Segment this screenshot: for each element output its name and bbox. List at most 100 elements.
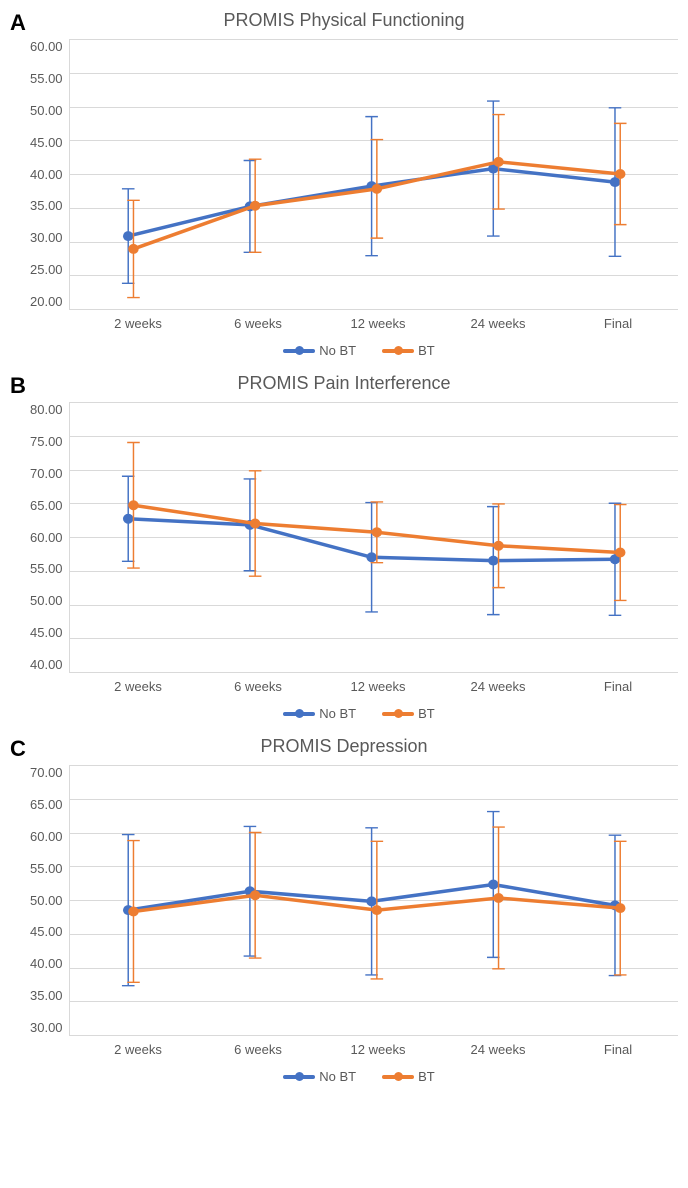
data-marker <box>615 548 625 558</box>
legend-line-icon <box>382 1075 414 1079</box>
x-tick-label: 24 weeks <box>438 1042 558 1057</box>
data-marker <box>249 201 259 211</box>
x-tick-label: 2 weeks <box>78 679 198 694</box>
y-tick-label: 55.00 <box>30 561 63 576</box>
legend-item: BT <box>382 706 435 721</box>
series-svg <box>70 402 678 672</box>
legend-line-icon <box>283 1075 315 1079</box>
legend-line-icon <box>382 712 414 716</box>
gridline <box>70 1035 678 1036</box>
x-tick-label: 6 weeks <box>198 679 318 694</box>
x-axis: 2 weeks6 weeks12 weeks24 weeksFinal <box>78 316 678 331</box>
y-tick-label: 40.00 <box>30 167 63 182</box>
y-tick-label: 70.00 <box>30 466 63 481</box>
plot-area <box>69 765 678 1036</box>
data-marker <box>128 244 138 254</box>
legend-marker-icon <box>394 709 403 718</box>
x-tick-label: Final <box>558 679 678 694</box>
y-tick-label: 60.00 <box>30 530 63 545</box>
data-marker <box>488 556 498 566</box>
x-tick-label: 6 weeks <box>198 1042 318 1057</box>
data-marker <box>249 519 259 529</box>
legend-label: BT <box>418 706 435 721</box>
legend-label: No BT <box>319 706 356 721</box>
data-marker <box>493 893 503 903</box>
gridline <box>70 309 678 310</box>
gridline <box>70 672 678 673</box>
y-tick-label: 45.00 <box>30 135 63 150</box>
y-tick-label: 20.00 <box>30 294 63 309</box>
chart-c: CPROMIS Depression 70.00 65.00 60.00 55.00 50… <box>10 736 678 1084</box>
y-tick-label: 75.00 <box>30 434 63 449</box>
chart-title: PROMIS Pain Interference <box>10 373 678 394</box>
panel-label: B <box>10 373 26 399</box>
data-marker <box>128 906 138 916</box>
legend-line-icon <box>283 712 315 716</box>
y-tick-label: 25.00 <box>30 262 63 277</box>
x-tick-label: 24 weeks <box>438 679 558 694</box>
legend-marker-icon <box>295 1072 304 1081</box>
chart-title: PROMIS Depression <box>10 736 678 757</box>
y-tick-label: 55.00 <box>30 71 63 86</box>
x-axis: 2 weeks6 weeks12 weeks24 weeksFinal <box>78 1042 678 1057</box>
data-marker <box>488 879 498 889</box>
panel-label: A <box>10 10 26 36</box>
legend-item: No BT <box>283 706 356 721</box>
legend-line-icon <box>382 349 414 353</box>
data-marker <box>249 890 259 900</box>
legend-marker-icon <box>394 346 403 355</box>
x-tick-label: 12 weeks <box>318 679 438 694</box>
y-tick-label: 55.00 <box>30 861 63 876</box>
plot-wrap: 70.0065.0060.0055.0050.0045.0040.0035.00… <box>30 765 678 1036</box>
plot-wrap: 80.00 75.00 70.00 65.00 60.00 55.00 50.00 45.00… <box>30 402 678 673</box>
legend: No BTBT <box>40 343 678 358</box>
x-tick-label: 2 weeks <box>78 316 198 331</box>
y-tick-label: 80.00 <box>30 402 63 417</box>
legend-label: No BT <box>319 1069 356 1084</box>
y-tick-label: 50.00 <box>30 593 63 608</box>
legend-label: BT <box>418 1069 435 1084</box>
y-tick-label: 50.00 <box>30 893 63 908</box>
data-marker <box>123 514 133 524</box>
data-marker <box>371 184 381 194</box>
y-axis: 60.0055.0050.0045.0040.0035.0030.0025.00… <box>30 39 69 309</box>
chart-b: BPROMIS Pain Interference 80.00 75.00 70.00… <box>10 373 678 721</box>
legend-line-icon <box>283 349 315 353</box>
legend-marker-icon <box>394 1072 403 1081</box>
data-marker <box>615 903 625 913</box>
legend: No BT BT <box>40 706 678 721</box>
x-tick-label: 12 weeks <box>318 1042 438 1057</box>
plot-area <box>69 39 678 310</box>
x-tick-label: 2 weeks <box>78 1042 198 1057</box>
data-marker <box>371 527 381 537</box>
data-marker <box>493 157 503 167</box>
y-tick-label: 65.00 <box>30 797 63 812</box>
y-tick-label: 30.00 <box>30 1020 63 1035</box>
chart-title: PROMIS Physical Functioning <box>10 10 678 31</box>
legend-item: BT <box>382 343 435 358</box>
legend-marker-icon <box>295 709 304 718</box>
y-tick-label: 60.00 <box>30 39 63 54</box>
data-marker <box>123 231 133 241</box>
data-marker <box>493 541 503 551</box>
legend-item: No BT <box>283 1069 356 1084</box>
plot-area <box>69 402 678 673</box>
y-tick-label: 45.00 <box>30 625 63 640</box>
series-svg <box>70 39 678 309</box>
data-marker <box>128 500 138 510</box>
x-tick-label: 6 weeks <box>198 316 318 331</box>
data-marker <box>615 169 625 179</box>
panel-label: C <box>10 736 26 762</box>
x-tick-label: Final <box>558 316 678 331</box>
y-tick-label: 70.00 <box>30 765 63 780</box>
x-tick-label: 12 weeks <box>318 316 438 331</box>
y-tick-label: 65.00 <box>30 498 63 513</box>
y-tick-label: 40.00 <box>30 956 63 971</box>
plot-wrap: 60.0055.0050.0045.0040.0035.0030.0025.00… <box>30 39 678 310</box>
y-tick-label: 60.00 <box>30 829 63 844</box>
data-marker <box>371 905 381 915</box>
chart-a: APROMIS Physical Functioning60.0055.0050… <box>10 10 678 358</box>
y-tick-label: 35.00 <box>30 198 63 213</box>
legend-label: BT <box>418 343 435 358</box>
y-tick-label: 40.00 <box>30 657 63 672</box>
